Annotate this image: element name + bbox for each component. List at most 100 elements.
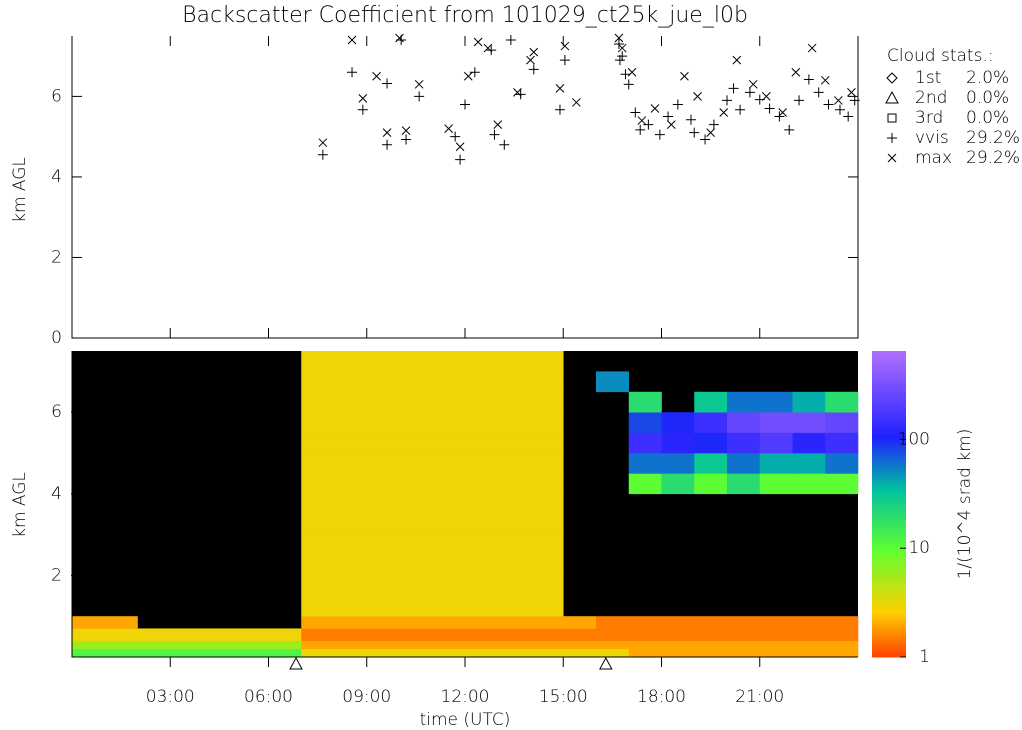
legend-value: 29.2% <box>966 128 1020 148</box>
heatmap-cell <box>596 371 630 393</box>
colorbar-segment <box>872 611 906 615</box>
colorbar-tick-label: 10 <box>908 538 930 558</box>
cloud-base-point <box>823 99 834 110</box>
colorbar-segment <box>872 606 906 610</box>
heatmap-cell <box>334 371 368 393</box>
legend-label: 1st <box>915 68 941 88</box>
legend-value: 0.0% <box>966 88 1009 108</box>
heatmap-cell <box>334 575 368 617</box>
heatmap-cell <box>366 453 400 474</box>
heatmap-cell <box>727 412 761 433</box>
cloud-base-point <box>630 107 641 118</box>
y-axis-label: km AGL <box>10 472 30 538</box>
axis-frame <box>71 351 858 658</box>
colorbar-segment <box>872 623 906 627</box>
x-tick-label: 21:00 <box>735 687 784 707</box>
heatmap-cell <box>465 351 499 372</box>
heatmap-cell <box>497 453 531 474</box>
colorbar-segment <box>872 593 906 597</box>
colorbar-segment <box>872 501 906 505</box>
colorbar-segment <box>872 560 906 564</box>
cloud-base-point <box>719 108 729 117</box>
heatmap-cell <box>104 640 138 650</box>
cloud-base-point <box>700 134 711 145</box>
colorbar-segment <box>872 588 906 592</box>
colorbar-segment <box>872 618 906 622</box>
colorbar-segment <box>872 478 906 482</box>
cloud-base-point <box>784 124 795 135</box>
cloud-base-point <box>614 33 624 43</box>
colorbar-segment <box>872 506 906 510</box>
x-axis-label: time (UTC) <box>420 710 511 730</box>
cloud-base-point <box>794 95 805 106</box>
colorbar-segment <box>872 595 906 599</box>
colorbar-segment <box>872 511 906 515</box>
heatmap-cell <box>301 640 335 650</box>
heatmap-cell <box>465 616 499 629</box>
heatmap-cell <box>137 640 171 650</box>
heatmap-cell <box>727 648 761 658</box>
cloud-base-point <box>643 119 654 130</box>
heatmap-cell <box>104 616 138 629</box>
heatmap-cell <box>301 493 335 535</box>
colorbar-segment <box>872 414 906 418</box>
colorbar-segment <box>872 565 906 569</box>
colorbar-segment <box>872 519 906 523</box>
colorbar-segment <box>872 379 906 383</box>
heatmap-cell <box>301 473 335 495</box>
heatmap-cell <box>334 493 368 535</box>
heatmap-cell <box>334 432 368 454</box>
colorbar-segment <box>872 442 906 446</box>
heatmap-cell <box>268 640 302 650</box>
colorbar-segment <box>872 628 906 632</box>
heatmap-cell <box>465 371 499 393</box>
legend-value: 0.0% <box>966 108 1009 128</box>
heatmap-cell <box>399 616 433 629</box>
heatmap-cell <box>661 648 695 658</box>
heatmap-cell <box>366 432 400 454</box>
heatmap-cell <box>792 412 826 433</box>
heatmap-cell <box>759 412 793 433</box>
colorbar-segment <box>872 521 906 525</box>
heatmap-cell <box>366 412 400 433</box>
x-tick-label: 15:00 <box>539 687 588 707</box>
colorbar-segment <box>872 468 906 472</box>
heatmap-cell <box>72 628 106 641</box>
colorbar-segment <box>872 419 906 423</box>
heatmap-cell <box>235 648 269 658</box>
heatmap-cell <box>334 453 368 474</box>
x-tick-label: 09:00 <box>342 687 391 707</box>
cloud-base-point <box>764 103 775 114</box>
colorbar-segment <box>872 391 906 395</box>
heatmap-cell <box>661 412 695 433</box>
heatmap-cell <box>235 628 269 641</box>
legend-symbol <box>887 153 897 163</box>
heatmap-cell <box>399 371 433 393</box>
colorbar-segment <box>872 626 906 630</box>
heatmap-cell <box>432 432 466 454</box>
colorbar-segment <box>872 460 906 464</box>
heatmap-cell <box>661 628 695 641</box>
heatmap-cell <box>628 648 662 658</box>
cloud-base-point <box>559 55 570 66</box>
legend-label: max <box>915 148 952 168</box>
heatmap-cell <box>628 628 662 641</box>
heatmap-cell <box>301 616 335 629</box>
colorbar-segment <box>872 440 906 444</box>
colorbar-segment <box>872 496 906 500</box>
heatmap-cell <box>170 648 204 658</box>
heatmap-cell <box>399 493 433 535</box>
heatmap-cell <box>334 616 368 629</box>
colorbar-segment <box>872 368 906 372</box>
heatmap-cell <box>432 453 466 474</box>
colorbar-segment <box>872 491 906 495</box>
colorbar-segment <box>872 453 906 457</box>
heatmap-cell <box>628 432 662 454</box>
heatmap-cell <box>792 391 826 413</box>
cloud-base-point <box>617 43 627 53</box>
heatmap-cell <box>497 534 531 576</box>
colorbar-segment <box>872 580 906 584</box>
heatmap-cell <box>301 371 335 393</box>
heatmap-cell <box>366 575 400 617</box>
heatmap-cell <box>759 432 793 454</box>
